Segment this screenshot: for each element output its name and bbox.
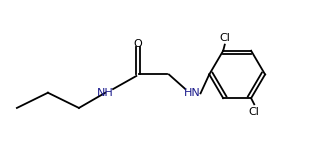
Text: NH: NH bbox=[97, 88, 114, 98]
Text: HN: HN bbox=[184, 88, 201, 98]
Text: Cl: Cl bbox=[219, 33, 230, 43]
Text: O: O bbox=[134, 39, 142, 49]
Text: Cl: Cl bbox=[249, 107, 260, 117]
